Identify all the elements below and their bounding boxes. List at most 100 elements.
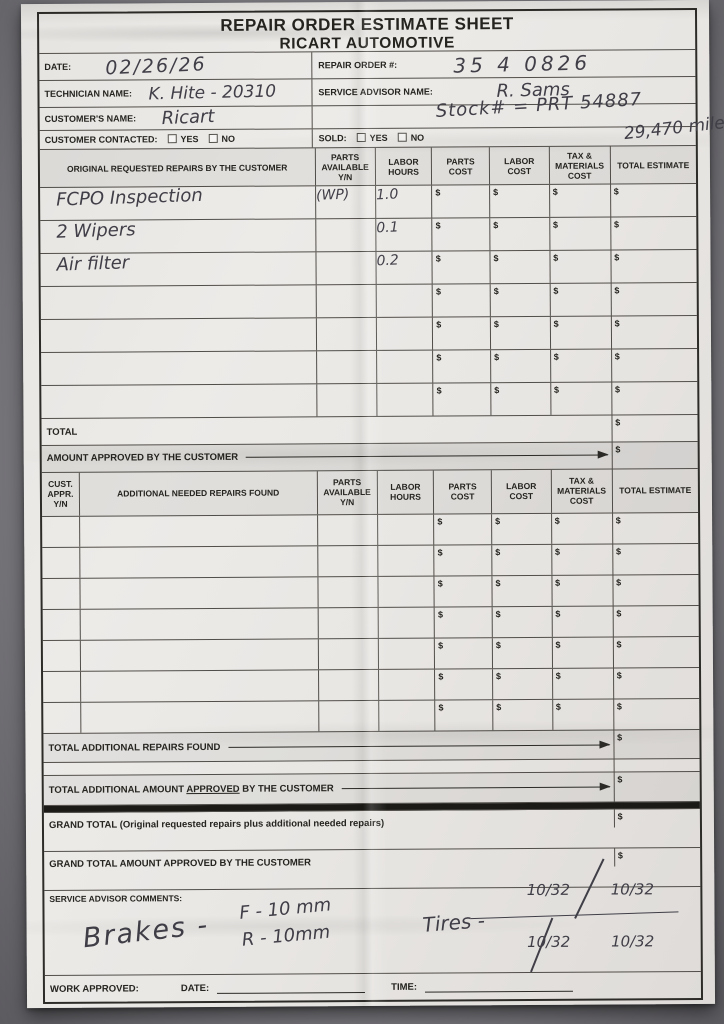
parts-available-cell: [315, 252, 377, 285]
total-estimate-cell: $: [613, 637, 698, 668]
form-title-block: REPAIR ORDER ESTIMATE SHEET RICART AUTOM…: [39, 9, 696, 54]
parts-cost-cell: $: [433, 317, 492, 350]
dollar-sign: $: [554, 515, 560, 526]
labor-hours-cell: [377, 514, 435, 545]
tax-materials-cost-cell: $: [550, 250, 612, 284]
customer-cell: CUSTOMER'S NAME: Ricart: [39, 106, 313, 130]
parts-cost-cell: $: [434, 544, 493, 576]
dollar-sign: $: [435, 286, 442, 297]
dollar-sign: $: [435, 220, 441, 231]
total-estimate-cell: $: [611, 217, 696, 250]
dollar-sign: $: [613, 219, 620, 230]
labor-hours-cell: [378, 638, 436, 669]
date-handwritten-value: 02/26/26: [104, 53, 207, 80]
labor-cost-cell: $: [492, 575, 553, 606]
repair-description-cell: [40, 318, 317, 353]
dollar-sign: $: [617, 774, 623, 785]
dollar-sign: $: [494, 352, 500, 363]
amount-approved-row: AMOUNT APPROVED BY THE CUSTOMER $: [41, 442, 698, 473]
dollar-sign: $: [555, 701, 561, 712]
total-estimate-cell: $: [612, 382, 697, 415]
technician-label: TECHNICIAN NAME:: [44, 88, 133, 99]
original-repair-row: $ $ $ $: [41, 349, 698, 387]
repair-description-cell: [41, 384, 317, 419]
labor-hours-cell: [379, 700, 436, 731]
parts-available-cell: [317, 545, 379, 576]
cust-appr-cell: [43, 702, 82, 733]
dollar-sign: $: [438, 702, 444, 713]
dollar-sign: $: [615, 515, 621, 526]
dollar-sign: $: [493, 220, 499, 231]
labor-cost-cell: $: [490, 185, 550, 218]
total-additional-approved-row: TOTAL ADDITIONAL AMOUNT APPROVED BY THE …: [43, 772, 700, 807]
tire-front-right-value: 10/32: [610, 879, 655, 899]
additional-repair-row: $ $ $ $: [42, 636, 700, 672]
dollar-sign: $: [555, 670, 561, 681]
labor-hours-cell-handwritten: 1.0: [375, 186, 399, 204]
total-additional-approved-dollar-cell: $: [614, 772, 699, 801]
dollar-sign: $: [436, 319, 442, 330]
parts-cost-cell: $: [433, 350, 492, 383]
parts-cost-cell: $: [432, 185, 491, 218]
labor-cost-cell: $: [490, 218, 551, 251]
labor-cost-cell: $: [490, 284, 551, 317]
total-estimate-cell: $: [612, 349, 697, 382]
additional-repair-description-cell: [80, 545, 318, 578]
additional-repair-row: $ $ $ $: [43, 698, 700, 734]
dollar-sign: $: [495, 546, 501, 557]
parts-cost-cell: $: [434, 513, 493, 545]
labor-hours-cell: [376, 284, 434, 318]
total-estimate-cell: $: [613, 606, 698, 637]
dollar-sign: $: [437, 547, 443, 558]
header-parts-available: PARTS AVAILABLE Y/N: [315, 148, 376, 186]
total-estimate-cell: $: [614, 699, 699, 730]
repair-description-cell: FCPO Inspection: [40, 185, 316, 221]
parts-available-cell: [317, 576, 379, 607]
total-additional-approved-label: TOTAL ADDITIONAL AMOUNT APPROVED BY THE …: [48, 783, 334, 797]
header-tax-materials-cost: TAX & MATERIALS COST: [551, 469, 613, 513]
dollar-sign: $: [616, 701, 622, 712]
footer-date-label: DATE:: [180, 982, 210, 994]
right-arrow-icon: [246, 455, 608, 459]
labor-hours-cell: [376, 350, 434, 384]
parts-cost-cell: $: [434, 606, 493, 638]
dollar-sign: $: [617, 850, 623, 861]
dollar-sign: $: [437, 609, 443, 620]
date-label: DATE:: [44, 61, 72, 72]
parts-available-cell: [316, 351, 378, 384]
advisor-label: SERVICE ADVISOR NAME:: [318, 86, 433, 98]
amount-approved-dollar-cell: $: [612, 442, 697, 468]
dollar-sign: $: [496, 670, 502, 681]
labor-hours-cell: [376, 317, 434, 351]
repair-order-form: REPAIR ORDER ESTIMATE SHEET RICART AUTOM…: [36, 7, 724, 1004]
additional-repairs-table-header: CUST. APPR. Y/N ADDITIONAL NEEDED REPAIR…: [41, 468, 699, 517]
parts-available-cell: [318, 700, 380, 731]
original-repairs-table-header: ORIGINAL REQUESTED REPAIRS BY THE CUSTOM…: [39, 146, 697, 189]
labor-cost-cell: $: [490, 251, 551, 284]
total-additional-label-cell: TOTAL ADDITIONAL REPAIRS FOUND: [43, 730, 615, 763]
additional-repair-row: $ $ $ $: [43, 667, 700, 703]
contacted-no-label: NO: [221, 133, 235, 144]
additional-repair-description-cell: [81, 700, 319, 733]
work-approved-row: WORK APPROVED: DATE: TIME:: [45, 972, 701, 1002]
header-additional-repairs: ADDITIONAL NEEDED REPAIRS FOUND: [79, 471, 318, 516]
dollar-sign: $: [495, 577, 501, 588]
header-labor-hours: LABOR HOURS: [377, 470, 435, 514]
header-total-estimate: TOTAL ESTIMATE: [617, 159, 690, 171]
header-labor-hours: LABOR HOURS: [375, 148, 433, 186]
parts-available-cell: [316, 384, 378, 417]
header-labor-cost: LABOR COST: [491, 469, 552, 513]
repair-description-cell-handwritten: 2 Wipers: [56, 219, 136, 243]
parts-cost-cell: $: [435, 668, 494, 700]
tax-materials-cost-cell: $: [552, 668, 614, 699]
right-arrow-icon: [228, 744, 610, 748]
labor-hours-cell: [378, 545, 435, 576]
cust-appr-cell: [42, 609, 81, 640]
header-parts-cost: PARTS COST: [432, 147, 491, 185]
sold-no-label: NO: [410, 132, 425, 143]
dollar-sign: $: [616, 577, 622, 588]
total-estimate-cell: $: [611, 184, 696, 217]
total-estimate-cell: $: [613, 575, 698, 606]
labor-hours-cell: [378, 669, 436, 700]
dollar-sign: $: [495, 515, 501, 526]
